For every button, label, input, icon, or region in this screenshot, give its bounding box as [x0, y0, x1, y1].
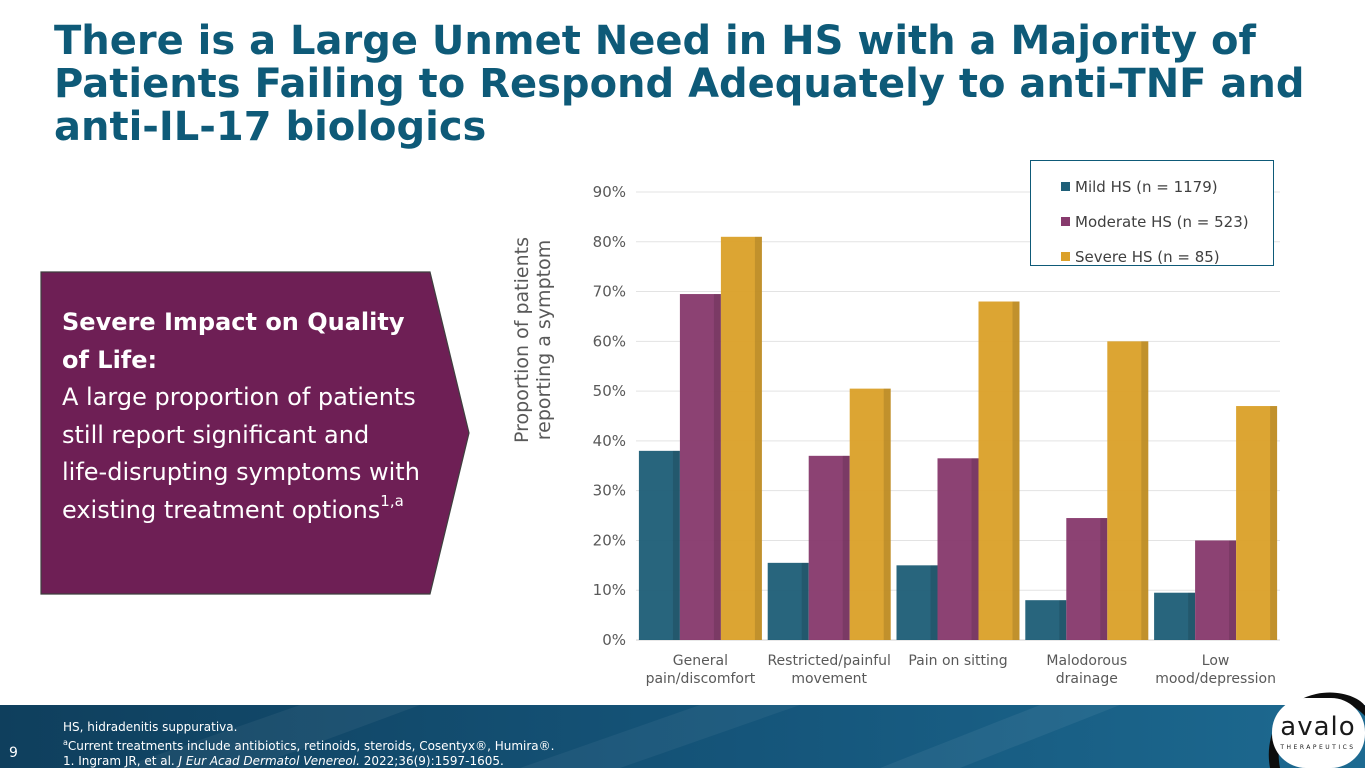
bar-shade — [971, 458, 979, 640]
x-tick-label: Malodorous drainage — [1046, 653, 1127, 687]
callout-heading: Severe Impact on Quality of Life: — [62, 308, 405, 374]
page-number: 9 — [9, 745, 18, 761]
y-tick-label: 10% — [593, 581, 626, 599]
footer-bar: 9 HS, hidradenitis suppurativa. aCurrent… — [0, 705, 1365, 768]
footnote-reference: 1. Ingram JR, et al. J Eur Acad Dermatol… — [63, 754, 554, 769]
bar-shade — [1141, 341, 1149, 640]
y-tick-label: 0% — [602, 631, 626, 649]
quality-of-life-callout: Severe Impact on Quality of Life: A larg… — [40, 271, 470, 595]
footer-pattern — [120, 705, 1120, 768]
avalo-logo: avalo THERAPEUTICS — [1250, 686, 1365, 768]
y-tick-label: 50% — [593, 382, 626, 400]
bar-severe — [849, 388, 891, 640]
y-tick-label: 90% — [593, 183, 626, 201]
reference-details: 2022;36(9):1597-1605. — [359, 754, 504, 768]
legend-swatch-mild — [1061, 182, 1070, 191]
x-tick-label: Low mood/depression — [1155, 653, 1276, 687]
y-tick-label: 80% — [593, 233, 626, 251]
bar-severe — [1236, 406, 1278, 640]
bar-shade — [1012, 301, 1020, 640]
bar-moderate — [808, 455, 850, 640]
logo-subtext: THERAPEUTICS — [1280, 744, 1356, 751]
footnote-treatments: aCurrent treatments include antibiotics,… — [63, 735, 554, 754]
symptom-bar-chart: 0% 10% 20% 30% 40% 50% 60% 70% 80% 90% General pain… — [511, 183, 1280, 687]
legend-label-moderate: Moderate HS (n = 523) — [1075, 212, 1249, 231]
bar-shade — [1229, 540, 1237, 640]
bar-mild — [638, 450, 680, 640]
callout-body: A large proportion of patients still rep… — [62, 379, 422, 529]
bar-severe — [978, 301, 1020, 640]
y-tick-label: 70% — [593, 283, 626, 301]
bar-moderate — [1066, 518, 1108, 640]
callout-text: Severe Impact on Quality of Life: A larg… — [62, 304, 422, 529]
chart-legend: Mild HS (n = 1179) Moderate HS (n = 523)… — [1030, 160, 1274, 266]
bar-mild — [1154, 592, 1196, 640]
bar-moderate — [937, 458, 979, 640]
legend-swatch-severe — [1061, 252, 1070, 261]
legend-item-moderate: Moderate HS (n = 523) — [1031, 204, 1273, 239]
legend-swatch-moderate — [1061, 217, 1070, 226]
slide-title: There is a Large Unmet Need in HS with a… — [54, 18, 1305, 150]
logo-swoosh-icon — [1268, 692, 1365, 768]
bar-shade — [1059, 600, 1067, 640]
callout-superscript: 1,a — [380, 491, 404, 510]
bar-shade — [930, 565, 938, 640]
x-tick-label: Pain on sitting — [908, 653, 1007, 669]
bar-moderate — [679, 294, 721, 640]
bar-shade — [1100, 518, 1108, 640]
bar-shade — [754, 236, 762, 641]
logo-wordmark: avalo — [1280, 712, 1356, 742]
x-tick-label: Restricted/painful movement — [767, 653, 890, 687]
footnote-marker: a — [63, 738, 68, 747]
footnotes: HS, hidradenitis suppurativa. aCurrent t… — [63, 720, 554, 769]
y-tick-label: 20% — [593, 531, 626, 549]
bar-mild — [1025, 600, 1067, 640]
y-tick-label: 40% — [593, 432, 626, 450]
y-tick-label: 60% — [593, 332, 626, 350]
callout-body-text: A large proportion of patients still rep… — [62, 383, 420, 524]
bar-shade — [801, 562, 809, 640]
bar-shade — [1188, 592, 1196, 640]
bar-shade — [883, 388, 891, 640]
bar-shade — [713, 294, 721, 640]
legend-item-mild: Mild HS (n = 1179) — [1031, 169, 1273, 204]
callout-arrow-shape — [40, 271, 470, 595]
bar-severe — [720, 236, 762, 641]
bar-mild — [767, 562, 809, 640]
bar-shade — [842, 455, 850, 640]
y-tick-label: 30% — [593, 482, 626, 500]
reference-authors: 1. Ingram JR, et al. — [63, 754, 179, 768]
bar-mild — [896, 565, 938, 640]
y-axis-label: Proportion of patientsreporting a sympto… — [511, 237, 555, 443]
bar-shade — [1270, 406, 1278, 640]
footnote-abbreviation: HS, hidradenitis suppurativa. — [63, 720, 238, 734]
legend-label-mild: Mild HS (n = 1179) — [1075, 177, 1218, 196]
reference-journal: J Eur Acad Dermatol Venereol. — [178, 754, 360, 768]
bar-moderate — [1195, 540, 1237, 640]
footnote-treatments-text: Current treatments include antibiotics, … — [67, 739, 555, 753]
x-tick-label: General pain/discomfort — [646, 653, 756, 687]
legend-label-severe: Severe HS (n = 85) — [1075, 247, 1220, 266]
bar-shade — [672, 450, 680, 640]
bar-severe — [1107, 341, 1149, 640]
legend-item-severe: Severe HS (n = 85) — [1031, 239, 1273, 274]
